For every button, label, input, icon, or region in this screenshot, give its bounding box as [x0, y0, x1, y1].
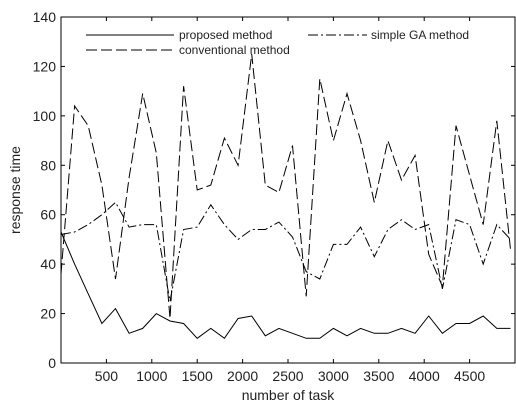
- x-tick-label: 3500: [363, 368, 394, 384]
- y-tick-label: 120: [33, 58, 57, 74]
- x-tick-label: 1500: [182, 368, 213, 384]
- x-tick-label: 4000: [409, 368, 440, 384]
- y-axis-label: response time: [7, 146, 23, 234]
- legend: proposed method simple GA method convent…: [86, 28, 469, 57]
- y-axis: 0 20 40 60 80 100 120 140: [33, 9, 515, 371]
- x-tick-label: 4500: [454, 368, 485, 384]
- y-tick-label: 140: [33, 9, 57, 25]
- x-tick-label: 500: [95, 368, 119, 384]
- y-tick-label: 100: [33, 108, 57, 124]
- y-tick-label: 20: [40, 306, 56, 322]
- series-line-simple-ga-method: [60, 201, 511, 302]
- plot-frame: [60, 16, 516, 364]
- series-line-conventional-method: [60, 54, 511, 319]
- y-tick-label: 60: [40, 207, 56, 223]
- series-lines: [60, 54, 511, 340]
- y-tick-label: 0: [48, 355, 56, 371]
- legend-label-proposed: proposed method: [179, 28, 272, 42]
- legend-label-simple-ga: simple GA method: [371, 28, 469, 42]
- x-tick-label: 3000: [318, 368, 349, 384]
- x-axis: 500 1000 1500 2000 2500 3000 3500 4000 4500: [95, 17, 485, 384]
- y-tick-label: 40: [40, 256, 56, 272]
- y-tick-label: 80: [40, 157, 56, 173]
- x-axis-label: number of task: [242, 387, 336, 403]
- legend-label-conventional: conventional method: [179, 43, 290, 57]
- x-tick-label: 1000: [136, 368, 167, 384]
- series-line-proposed-method: [60, 231, 511, 340]
- x-tick-label: 2500: [272, 368, 303, 384]
- x-tick-label: 2000: [227, 368, 258, 384]
